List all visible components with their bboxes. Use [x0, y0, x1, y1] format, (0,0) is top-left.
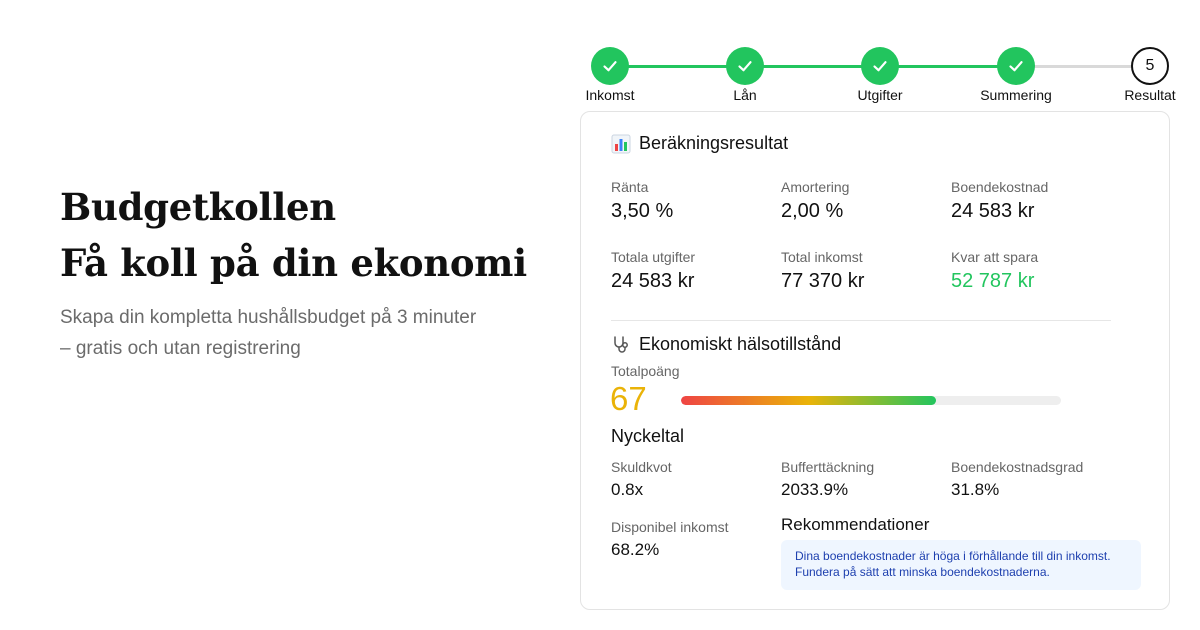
- metric-disponibel-inkomst: Disponibel inkomst 68.2%: [611, 519, 781, 562]
- step-label: Inkomst: [585, 87, 635, 103]
- result-item-ranta: Ränta 3,50 %: [611, 179, 781, 223]
- metric-bufferttackning: Bufferttäckning 2033.9%: [781, 459, 951, 502]
- step-inkomst[interactable]: Inkomst: [570, 47, 650, 103]
- result-label: Total inkomst: [781, 249, 863, 265]
- step-label: Utgifter: [857, 87, 903, 103]
- key-figures-title: Nyckeltal: [611, 426, 685, 446]
- result-card: Beräkningsresultat Ränta 3,50 % Amorteri…: [580, 111, 1170, 610]
- step-utgifter[interactable]: Utgifter: [840, 47, 920, 103]
- check-icon: [738, 61, 752, 72]
- result-value-highlight: 52 787 kr: [951, 270, 1035, 292]
- health-heading: Ekonomiskt hälsotillstånd: [611, 334, 841, 355]
- score-bar: [681, 396, 1061, 405]
- result-label: Totala utgifter: [611, 249, 696, 265]
- result-value: 24 583 kr: [611, 270, 695, 292]
- step-complete-circle: [726, 47, 764, 85]
- step-summering[interactable]: Summering: [976, 47, 1056, 103]
- page-tagline: Få koll på din ekonomi: [60, 241, 527, 285]
- result-value: 2,00 %: [781, 200, 844, 222]
- step-number-circle: 5: [1131, 47, 1169, 85]
- score-value: 67: [610, 380, 647, 417]
- hero-subtitle-line2: – gratis och utan registrering: [60, 338, 301, 359]
- metric-label: Bufferttäckning: [781, 459, 875, 475]
- progress-stepper: Inkomst Lån Utgifter Summering 5 Resulta…: [585, 47, 1176, 103]
- metric-value: 31.8%: [951, 480, 1000, 499]
- page-title: Budgetkollen: [60, 185, 336, 229]
- result-item-totala-utgifter: Totala utgifter 24 583 kr: [611, 249, 781, 293]
- metric-label: Skuldkvot: [611, 459, 672, 475]
- metric-boendekostnadsgrad: Boendekostnadsgrad 31.8%: [951, 459, 1121, 502]
- result-value: 77 370 kr: [781, 270, 865, 292]
- step-label: Lån: [733, 87, 757, 103]
- section-divider: [611, 320, 1111, 321]
- stepper-line-remaining: [1016, 65, 1150, 68]
- step-resultat[interactable]: 5 Resultat: [1110, 47, 1190, 103]
- step-complete-circle: [997, 47, 1035, 85]
- results-heading: Beräkningsresultat: [611, 133, 788, 154]
- recommendation-text-line2: Fundera på sätt att minska boendekostnad…: [795, 565, 1050, 579]
- result-item-kvar-att-spara: Kvar att spara 52 787 kr: [951, 249, 1121, 293]
- metric-value: 2033.9%: [781, 480, 849, 499]
- hero-subtitle-line1: Skapa din kompletta hushållsbudget på 3 …: [60, 307, 477, 328]
- recommendation-text-line1: Dina boendekostnader är höga i förhållan…: [795, 549, 1111, 563]
- metric-value: 68.2%: [611, 540, 660, 559]
- check-icon: [1009, 61, 1023, 72]
- result-label: Kvar att spara: [951, 249, 1039, 265]
- metric-label: Disponibel inkomst: [611, 519, 729, 535]
- metric-value: 0.8x: [611, 480, 644, 499]
- step-complete-circle: [861, 47, 899, 85]
- result-label: Boendekostnad: [951, 179, 1049, 195]
- recommendations-title: Rekommendationer: [781, 515, 930, 534]
- stepper-line-completed: [610, 65, 1016, 68]
- score-bar-fill: [681, 396, 936, 405]
- result-item-total-inkomst: Total inkomst 77 370 kr: [781, 249, 951, 293]
- step-complete-circle: [591, 47, 629, 85]
- metric-label: Boendekostnadsgrad: [951, 459, 1084, 475]
- results-title: Beräkningsresultat: [639, 133, 789, 153]
- metric-skuldkvot: Skuldkvot 0.8x: [611, 459, 781, 502]
- result-value: 3,50 %: [611, 200, 674, 222]
- check-icon: [603, 61, 617, 72]
- stethoscope-icon: [614, 335, 628, 353]
- step-label: Resultat: [1124, 87, 1176, 103]
- check-icon: [873, 61, 887, 72]
- hero-subtitle: Skapa din kompletta hushållsbudget på 3 …: [60, 302, 560, 364]
- bar-chart-icon: [611, 134, 631, 153]
- result-label: Amortering: [781, 179, 850, 195]
- score-label: Totalpoäng: [611, 363, 680, 379]
- result-label: Ränta: [611, 179, 649, 195]
- hero: Budgetkollen Få koll på din ekonomi Skap…: [60, 182, 560, 364]
- step-label: Summering: [980, 87, 1052, 103]
- recommendation-alert: Dina boendekostnader är höga i förhållan…: [781, 540, 1141, 590]
- health-title: Ekonomiskt hälsotillstånd: [639, 334, 842, 354]
- result-value: 24 583 kr: [951, 200, 1035, 222]
- step-lan[interactable]: Lån: [705, 47, 785, 103]
- result-item-boendekostnad: Boendekostnad 24 583 kr: [951, 179, 1121, 223]
- result-item-amortering: Amortering 2,00 %: [781, 179, 951, 223]
